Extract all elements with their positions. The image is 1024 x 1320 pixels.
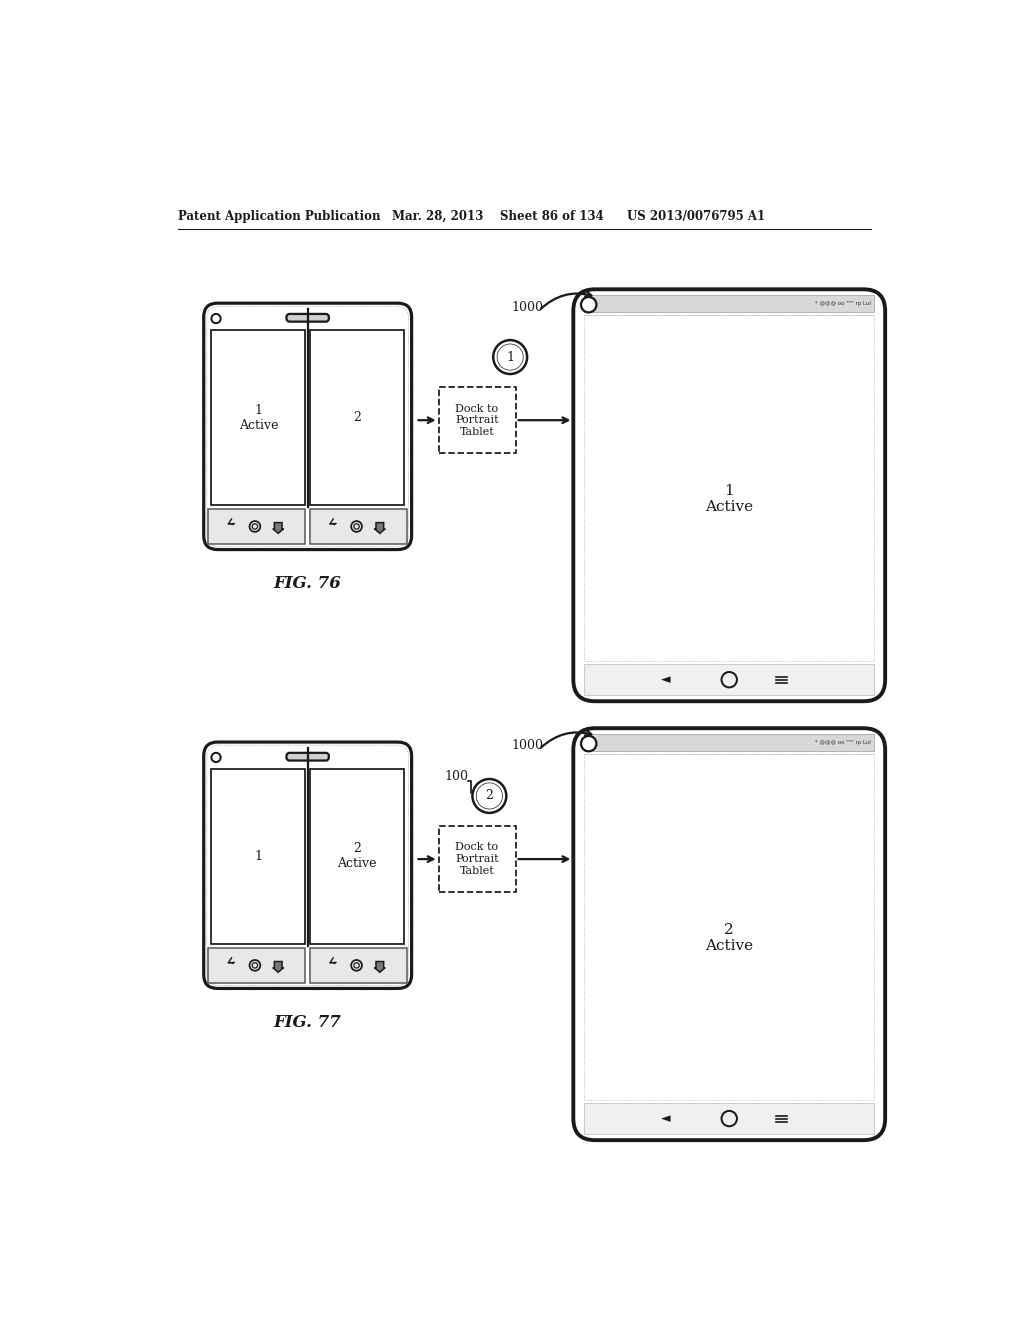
Text: US 2013/0076795 A1: US 2013/0076795 A1 <box>628 210 765 223</box>
Text: * @@@ oo """ rp Lul: * @@@ oo """ rp Lul <box>815 741 871 746</box>
Circle shape <box>472 779 506 813</box>
Text: FIG. 76: FIG. 76 <box>273 576 342 591</box>
Text: 1
Active: 1 Active <box>239 404 279 432</box>
Text: 2: 2 <box>485 789 494 803</box>
Text: * @@@ oo """ rp Lul: * @@@ oo """ rp Lul <box>815 301 871 306</box>
Text: Dock to
Portrait
Tablet: Dock to Portrait Tablet <box>456 404 499 437</box>
Bar <box>438 826 515 892</box>
Bar <box>584 296 874 313</box>
Text: ◄: ◄ <box>660 1111 670 1125</box>
FancyBboxPatch shape <box>573 289 885 701</box>
Bar <box>208 948 305 983</box>
Text: 2
Active: 2 Active <box>337 842 377 870</box>
Bar <box>208 508 305 544</box>
Text: 1000: 1000 <box>511 301 543 314</box>
Bar <box>211 330 305 506</box>
Bar <box>438 388 515 453</box>
Text: ◄: ◄ <box>660 673 670 686</box>
Bar <box>584 1104 874 1134</box>
Text: 1
Active: 1 Active <box>706 484 754 515</box>
Polygon shape <box>375 961 385 973</box>
Polygon shape <box>375 523 385 533</box>
FancyBboxPatch shape <box>204 742 412 989</box>
Text: 2: 2 <box>353 411 360 424</box>
Circle shape <box>494 341 527 374</box>
FancyBboxPatch shape <box>287 314 329 322</box>
Polygon shape <box>272 961 284 973</box>
Text: Sheet 86 of 134: Sheet 86 of 134 <box>500 210 604 223</box>
FancyBboxPatch shape <box>204 304 412 549</box>
Text: Dock to
Portrait
Tablet: Dock to Portrait Tablet <box>456 842 499 875</box>
Bar <box>211 770 305 944</box>
Circle shape <box>581 737 596 751</box>
Circle shape <box>581 297 596 313</box>
Circle shape <box>497 345 523 370</box>
Polygon shape <box>272 523 284 533</box>
Bar <box>584 314 874 661</box>
Bar <box>584 734 874 751</box>
FancyBboxPatch shape <box>573 729 885 1140</box>
Text: 1: 1 <box>254 850 262 863</box>
FancyBboxPatch shape <box>287 752 329 760</box>
Text: Patent Application Publication: Patent Application Publication <box>178 210 381 223</box>
Circle shape <box>476 783 503 809</box>
Text: Mar. 28, 2013: Mar. 28, 2013 <box>392 210 483 223</box>
Text: 1: 1 <box>506 351 514 363</box>
Circle shape <box>211 752 220 762</box>
Bar <box>310 948 407 983</box>
Bar <box>310 508 407 544</box>
Bar <box>584 754 874 1100</box>
Bar <box>310 770 403 944</box>
Text: 1000: 1000 <box>511 739 543 752</box>
Text: 2
Active: 2 Active <box>706 923 754 953</box>
Bar <box>584 664 874 696</box>
Bar <box>310 330 403 506</box>
Circle shape <box>211 314 220 323</box>
Text: FIG. 77: FIG. 77 <box>273 1014 342 1031</box>
Text: 100: 100 <box>444 770 469 783</box>
